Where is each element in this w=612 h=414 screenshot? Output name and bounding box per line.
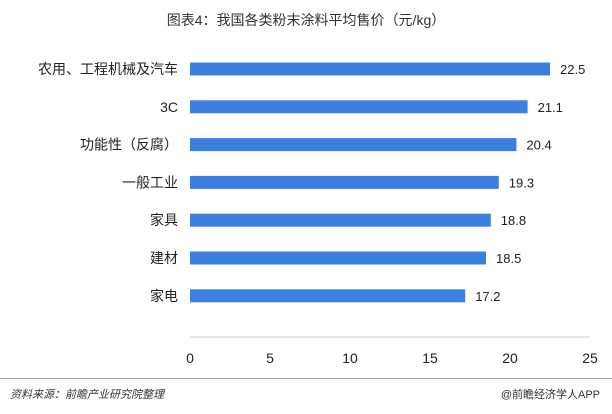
- bar-chart: 农用、工程机械及汽车 22.5 3C 21.1 功能性（反腐） 20.4 一般工业 19.3 家…: [38, 61, 598, 366]
- x-tick-label: 0: [186, 350, 194, 366]
- source-note: 资料来源：前瞻产业研究院整理: [10, 389, 164, 401]
- data-label: 17.2: [475, 289, 500, 304]
- bar: [190, 289, 466, 303]
- credit-note: @前瞻经济学人APP: [500, 389, 600, 401]
- category-label: 农用、工程机械及汽车: [38, 61, 178, 77]
- data-label: 19.3: [509, 175, 534, 190]
- data-label: 18.8: [501, 213, 526, 228]
- x-tick-label: 25: [582, 350, 598, 366]
- category-label: 功能性（反腐）: [80, 137, 178, 153]
- footer-divider: [0, 378, 612, 379]
- bar: [190, 251, 486, 265]
- data-label: 20.4: [526, 138, 551, 153]
- bar: [190, 175, 499, 189]
- category-label: 建材: [150, 250, 178, 266]
- x-tick-label: 5: [266, 350, 274, 366]
- data-label: 21.1: [538, 100, 563, 115]
- data-label: 18.5: [496, 251, 521, 266]
- x-tick-label: 20: [502, 350, 518, 366]
- chart-title: 图表4：我国各类粉末涂料平均售价（元/kg）: [166, 12, 446, 28]
- bar: [190, 62, 550, 76]
- category-label: 一般工业: [122, 174, 178, 190]
- bar: [190, 138, 517, 152]
- category-label: 家具: [150, 212, 178, 228]
- x-tick-label: 10: [342, 350, 358, 366]
- bar: [190, 213, 491, 227]
- category-label: 家电: [150, 288, 178, 304]
- data-label: 22.5: [560, 62, 585, 77]
- x-tick-label: 15: [422, 350, 438, 366]
- category-label: 3C: [160, 99, 178, 115]
- bar: [190, 100, 528, 114]
